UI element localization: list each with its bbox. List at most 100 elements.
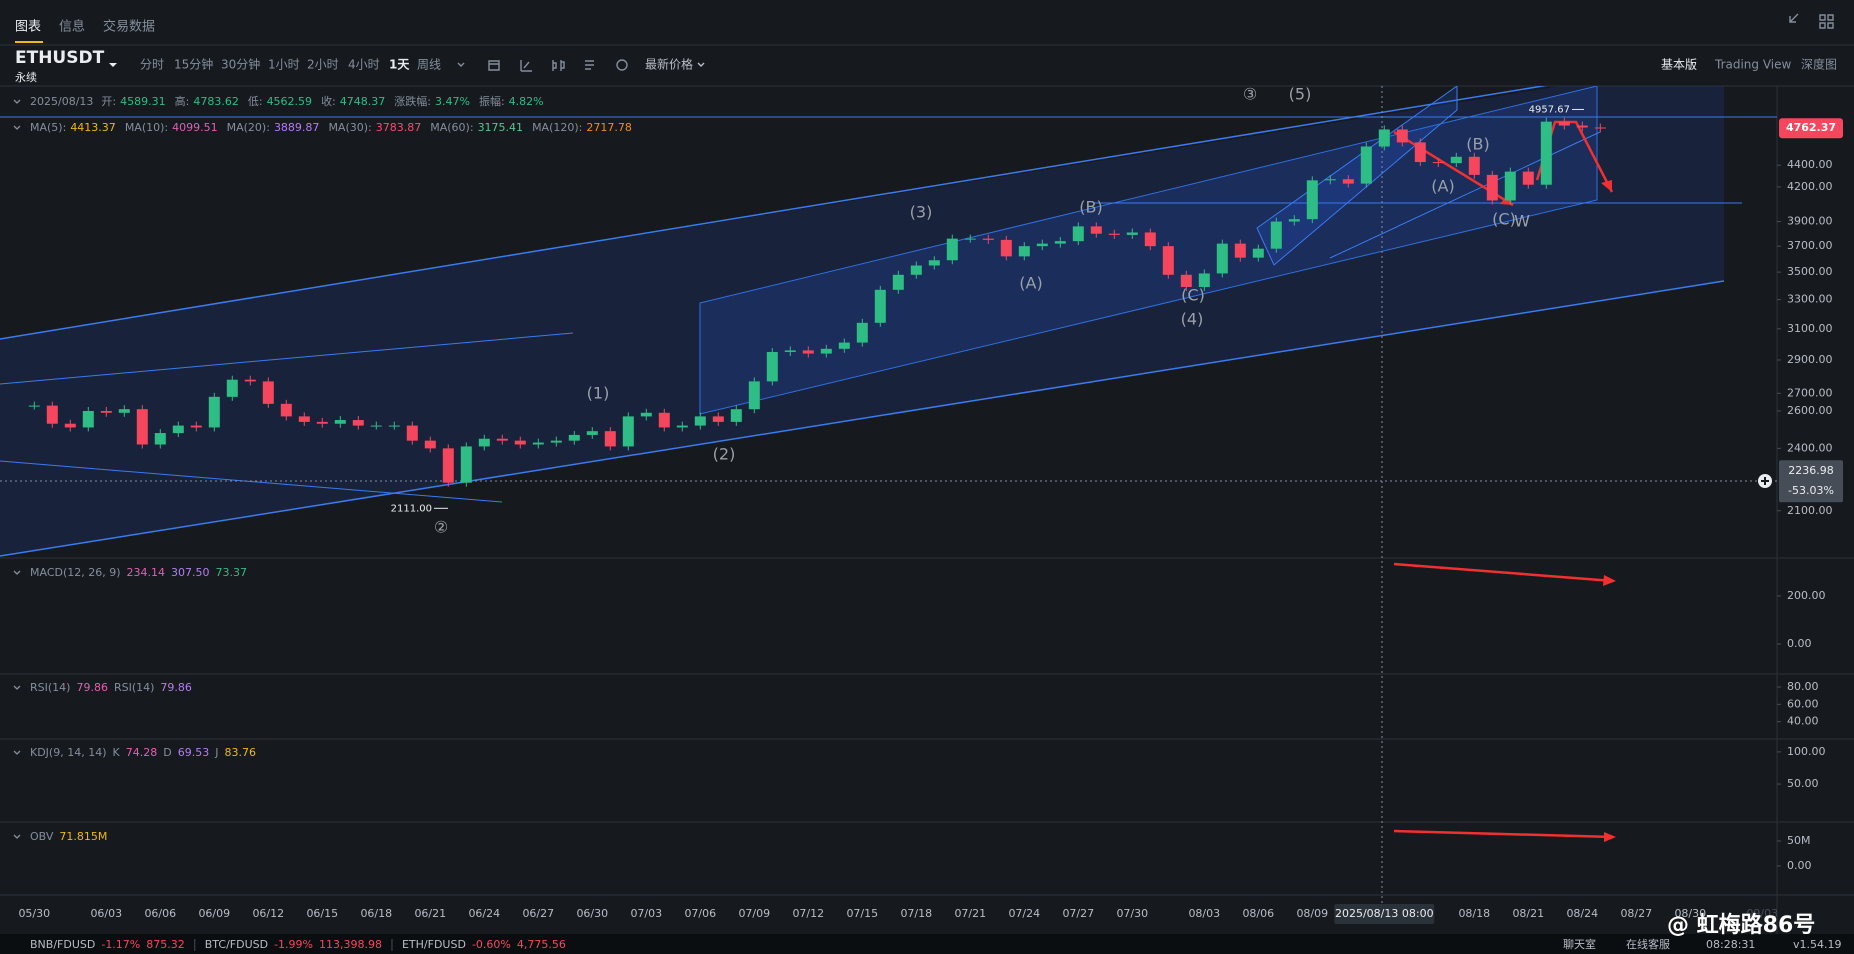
indicator-label: D <box>163 746 171 759</box>
view[interactable]: 基本版 <box>1661 58 1697 72</box>
x-tick-label: 06/15 <box>306 907 338 920</box>
collapse <box>13 99 21 104</box>
ma-label: MA(60): <box>430 121 473 134</box>
info-date: 2025/08/13 <box>30 95 93 108</box>
x-tick-label: 07/21 <box>954 907 986 920</box>
x-tick-label: 06/30 <box>576 907 608 920</box>
y-tick-label: 0.00 <box>1787 637 1812 650</box>
ma-label: MA(5): <box>30 121 66 134</box>
interval[interactable]: 4小时 <box>348 58 380 72</box>
y-tick-label: 50M <box>1787 834 1811 847</box>
ticker-change: -1.99% <box>274 938 313 951</box>
interval[interactable]: 1天 <box>389 58 410 72</box>
status-bar <box>0 934 1854 954</box>
icon[interactable] <box>1789 13 1834 29</box>
y-tick-label: 3900.00 <box>1787 215 1833 228</box>
icon[interactable] <box>520 60 532 72</box>
x-tick-label: 07/06 <box>684 907 716 920</box>
info-value: 3.47% <box>435 95 470 108</box>
icon[interactable] <box>488 60 500 71</box>
x-tick-label: 06/03 <box>90 907 122 920</box>
candle <box>442 448 454 483</box>
watermark: @ 虹梅路86号 <box>1667 912 1815 938</box>
candle <box>1234 243 1246 258</box>
support[interactable]: 在线客服 <box>1626 937 1670 951</box>
candle <box>1216 243 1228 274</box>
candle <box>1558 121 1570 126</box>
candle <box>1198 273 1210 288</box>
crosshair-price-box <box>1779 460 1843 503</box>
toolbar-icons <box>457 13 1834 72</box>
symbol-dropdown[interactable] <box>109 63 117 67</box>
chat[interactable]: 聊天室 <box>1563 937 1596 951</box>
dropdown[interactable] <box>457 62 465 67</box>
candle <box>1054 241 1066 244</box>
candle <box>172 425 184 434</box>
y-tick-label: 2900.00 <box>1787 353 1833 366</box>
ma-value: 2717.78 <box>586 121 632 134</box>
tab[interactable]: 信息 <box>59 19 85 35</box>
info-value: 4748.37 <box>340 95 386 108</box>
wave-label: ② <box>434 518 448 537</box>
arrow-head <box>1603 575 1616 586</box>
candle <box>1576 125 1588 128</box>
ma-value: 3175.41 <box>478 121 524 134</box>
interval[interactable]: 周线 <box>417 58 441 72</box>
interval[interactable]: 2小时 <box>307 58 339 72</box>
arrow <box>1393 829 1614 839</box>
candle <box>982 238 994 240</box>
ma-value: 4413.37 <box>70 121 116 134</box>
candle <box>1522 171 1534 185</box>
price-type[interactable]: 最新价格 <box>645 57 693 72</box>
candle <box>586 431 598 435</box>
interval[interactable]: 30分钟 <box>221 57 260 72</box>
candle <box>784 350 796 352</box>
candle <box>1414 142 1426 163</box>
indicator-label: K <box>113 746 121 759</box>
y-tick-label: 3100.00 <box>1787 322 1833 335</box>
x-tick-label: 06/06 <box>144 907 176 920</box>
candle <box>478 438 490 447</box>
channel-line <box>1329 131 1601 259</box>
candle <box>748 381 760 410</box>
low-label: 2111.00 <box>391 503 432 514</box>
candle <box>1540 121 1552 185</box>
y-tick-label: 4400.00 <box>1787 158 1833 171</box>
ticker-change: -0.60% <box>472 938 511 951</box>
wave-label: (3) <box>910 203 933 222</box>
arrow-head <box>1601 180 1612 192</box>
interval[interactable]: 分时 <box>140 58 164 72</box>
icon[interactable] <box>552 60 565 71</box>
collapse <box>13 685 21 690</box>
candle <box>1486 174 1498 201</box>
x-tick-label: 07/24 <box>1008 907 1040 920</box>
candle <box>406 425 418 441</box>
interval[interactable]: 15分钟 <box>174 57 213 72</box>
view[interactable]: 深度图 <box>1801 57 1837 72</box>
x-tick-label: 06/09 <box>198 907 230 920</box>
candle <box>1288 219 1300 222</box>
tab[interactable]: 交易数据 <box>103 19 155 35</box>
indicator-label: 73.37 <box>216 566 248 579</box>
symbol: ETHUSDT <box>15 48 105 68</box>
interval[interactable]: 1小时 <box>268 58 300 72</box>
icon[interactable] <box>616 59 628 71</box>
candle <box>1342 179 1354 184</box>
x-tick-label: 08/03 <box>1188 907 1220 920</box>
icon[interactable] <box>585 60 594 70</box>
collapse <box>13 750 21 755</box>
y-tick-label: 200.00 <box>1787 589 1826 602</box>
candle <box>1162 246 1174 275</box>
candle <box>802 350 814 354</box>
candle <box>928 260 940 266</box>
wave-label: (A) <box>1019 274 1042 293</box>
candle <box>64 423 76 428</box>
candle <box>1018 246 1030 257</box>
candle <box>856 322 868 343</box>
x-tick-label: 08/21 <box>1512 907 1544 920</box>
tab[interactable]: 图表 <box>15 20 41 35</box>
wave-label: (5) <box>1289 85 1312 104</box>
candle <box>1000 239 1012 257</box>
ticker-pair: BNB/FDUSD <box>30 938 95 951</box>
view[interactable]: Trading View <box>1714 58 1792 72</box>
